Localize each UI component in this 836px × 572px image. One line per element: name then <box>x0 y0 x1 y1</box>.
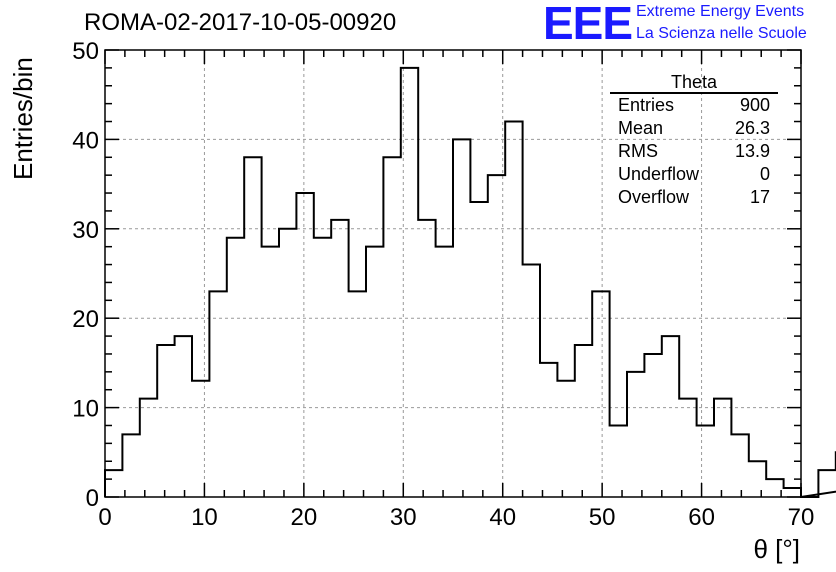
histogram-bin <box>557 381 574 497</box>
stats-label: Underflow <box>618 164 700 184</box>
histogram-bin <box>383 157 400 497</box>
histogram-bin <box>227 238 244 497</box>
stats-label: Overflow <box>618 187 690 207</box>
logo-subtitle-line2: La Scienza nelle Scuole <box>636 25 807 42</box>
y-tick-label: 0 <box>86 485 99 512</box>
stats-value: 900 <box>739 95 770 115</box>
chart-title: ROMA-02-2017-10-05-00920 <box>84 9 397 36</box>
x-tick-label: 30 <box>390 504 417 531</box>
histogram-bin <box>749 461 766 497</box>
histogram-bin <box>784 488 801 497</box>
stats-title: Theta <box>610 72 778 94</box>
stats-box: Theta Entries 900 Mean 26.3 RMS 13.9 Und… <box>610 72 778 209</box>
stats-value: 26.3 <box>734 118 770 138</box>
x-tick-label: 70 <box>788 504 815 531</box>
stats-value: 17 <box>749 187 770 207</box>
histogram-bin <box>262 247 279 497</box>
histogram-bin <box>331 220 348 497</box>
histogram-bin <box>523 265 540 497</box>
stats-label: Mean <box>618 118 664 138</box>
tick-labels: 0 10 20 30 40 50 60 70 0 10 20 30 40 50 <box>72 38 814 531</box>
plot-frame <box>104 49 802 498</box>
stats-row-underflow: Underflow 0 <box>610 163 778 186</box>
stats-row-rms: RMS 13.9 <box>610 140 778 163</box>
histogram-bin <box>401 68 418 497</box>
histogram-bin <box>592 291 609 497</box>
histogram-bin <box>192 381 209 497</box>
histogram-bars <box>104 66 836 498</box>
histogram-bin <box>505 122 522 497</box>
histogram-bin <box>575 345 592 497</box>
histogram-bin <box>644 354 661 497</box>
histogram-bin <box>436 247 453 497</box>
histogram-bin <box>122 434 139 497</box>
histogram-bin <box>244 157 261 497</box>
histogram-bin <box>209 291 226 497</box>
histogram-bin <box>349 291 366 497</box>
histogram-bin <box>627 372 644 497</box>
histogram-bin <box>714 399 731 497</box>
histogram-bin <box>662 336 679 497</box>
stats-label: Entries <box>618 95 675 115</box>
x-tick-label: 50 <box>589 504 616 531</box>
y-tick-label: 50 <box>72 38 99 65</box>
axis-ticks <box>104 49 802 498</box>
stats-row-entries: Entries 900 <box>610 94 778 117</box>
logo-subtitle-line1: Extreme Energy Events <box>636 3 805 20</box>
histogram-bin <box>470 202 487 497</box>
x-tick-label: 0 <box>98 504 111 531</box>
y-tick-label: 30 <box>72 217 99 244</box>
stats-row-overflow: Overflow 17 <box>610 186 778 209</box>
x-axis-label: θ [°] <box>753 534 800 564</box>
histogram-outline <box>104 66 836 498</box>
x-tick-label: 10 <box>191 504 218 531</box>
stats-label: RMS <box>618 141 658 161</box>
histogram-bin <box>314 238 331 497</box>
histogram-bin <box>610 425 627 497</box>
histogram-bin <box>731 434 748 497</box>
histogram-bin <box>697 425 714 497</box>
eee-logo: EEE <box>543 0 633 49</box>
histogram-bin <box>679 399 696 497</box>
y-axis-label: Entries/bin <box>8 57 38 180</box>
histogram-bin <box>175 336 192 497</box>
histogram-bin <box>105 470 122 497</box>
stats-row-mean: Mean 26.3 <box>610 117 778 140</box>
y-tick-label: 10 <box>72 396 99 423</box>
histogram-bin <box>140 399 157 497</box>
histogram-bin <box>279 229 296 497</box>
y-tick-label: 40 <box>72 127 99 154</box>
histogram-bin <box>540 363 557 497</box>
x-tick-label: 20 <box>291 504 318 531</box>
stats-value: 0 <box>759 164 770 184</box>
stats-value: 13.9 <box>734 141 770 161</box>
x-tick-label: 40 <box>489 504 516 531</box>
histogram-bin <box>366 247 383 497</box>
histogram-bin <box>296 193 313 497</box>
histogram-bin <box>157 345 174 497</box>
x-tick-label: 60 <box>688 504 715 531</box>
y-tick-label: 20 <box>72 306 99 333</box>
histogram-bin <box>418 220 435 497</box>
